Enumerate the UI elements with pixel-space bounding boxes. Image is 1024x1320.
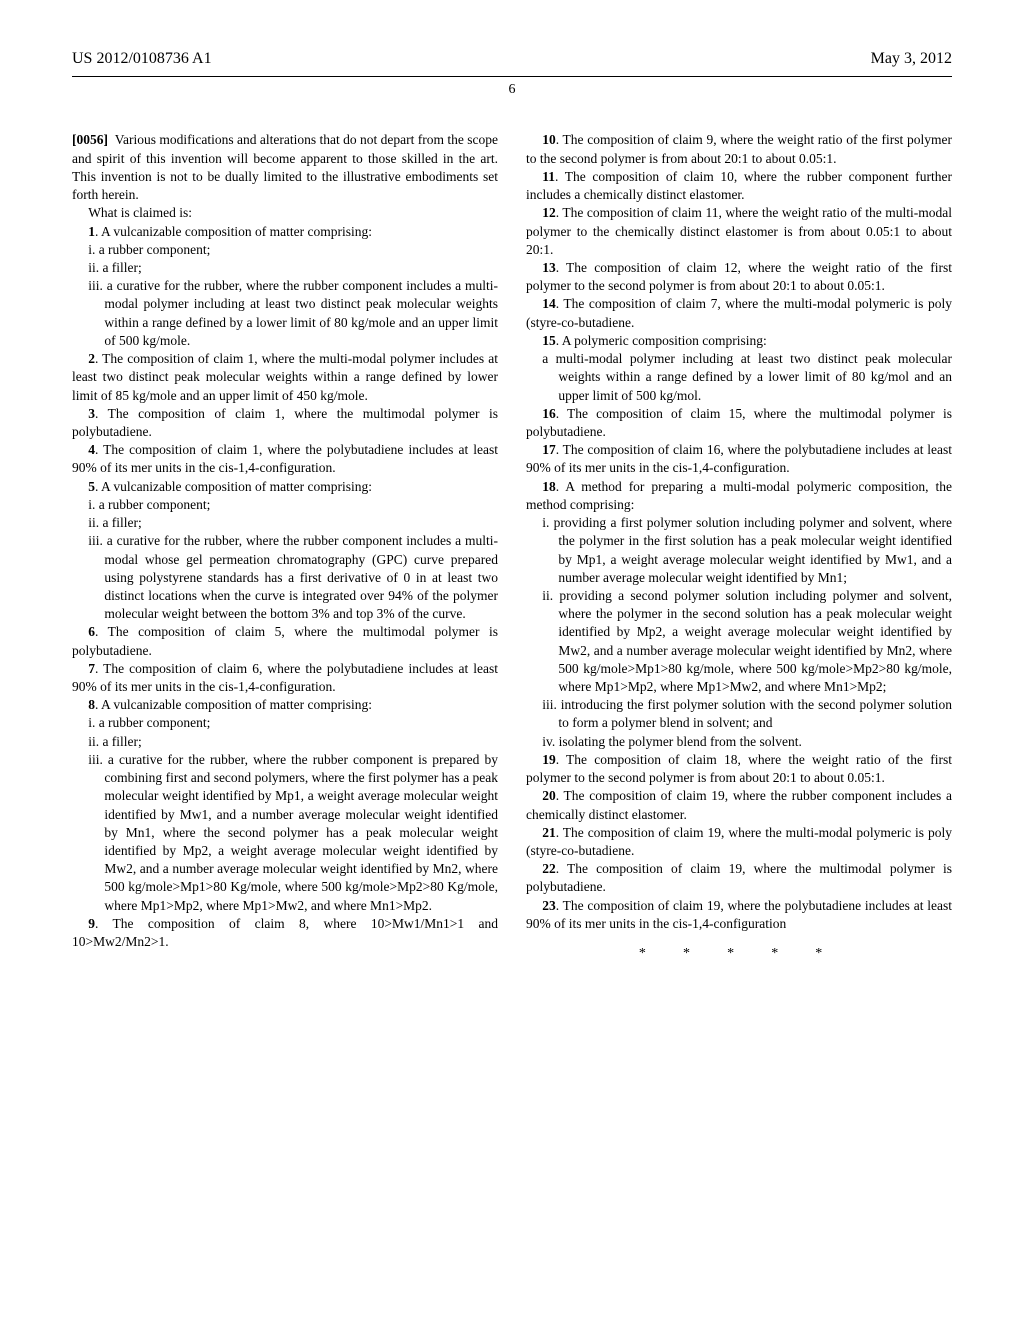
- claim-5-i: i. a rubber component;: [88, 496, 498, 514]
- claim-19: 19. The composition of claim 18, where t…: [526, 751, 952, 787]
- claim-text: . The composition of claim 1, where the …: [72, 351, 498, 402]
- claim-text: . A vulcanizable composition of matter c…: [95, 224, 372, 239]
- claim-3: 3. The composition of claim 1, where the…: [72, 405, 498, 441]
- claim-23: 23. The composition of claim 19, where t…: [526, 897, 952, 933]
- claim-number: 4: [88, 442, 95, 457]
- claim-20: 20. The composition of claim 19, where t…: [526, 787, 952, 823]
- claim-text: . A vulcanizable composition of matter c…: [95, 697, 372, 712]
- claim-number: 2: [88, 351, 95, 366]
- claim-1-iii: iii. a curative for the rubber, where th…: [104, 277, 498, 350]
- claim-8-ii: ii. a filler;: [88, 733, 498, 751]
- end-stars: * * * * *: [526, 945, 952, 964]
- claim-number: 6: [88, 624, 95, 639]
- claim-7: 7. The composition of claim 6, where the…: [72, 660, 498, 696]
- claim-15-body: a multi-modal polymer including at least…: [558, 350, 952, 405]
- claim-1-ii: ii. a filler;: [88, 259, 498, 277]
- claim-text: . The composition of claim 19, where the…: [526, 861, 952, 894]
- claim-text: . The composition of claim 19, where the…: [526, 788, 952, 821]
- claim-number: 15: [542, 333, 556, 348]
- claim-number: 9: [88, 916, 95, 931]
- claim-1-lead: 1. A vulcanizable composition of matter …: [72, 223, 498, 241]
- claim-text: . The composition of claim 11, where the…: [526, 205, 952, 256]
- claim-number: 20: [542, 788, 556, 803]
- body-columns: [0056] Various modifications and alterat…: [72, 131, 952, 964]
- page-number: 6: [72, 81, 952, 100]
- claim-18-ii: ii. providing a second polymer solution …: [558, 587, 952, 696]
- page-header: US 2012/0108736 A1 May 3, 2012: [72, 48, 952, 70]
- claim-number: 21: [542, 825, 556, 840]
- claim-18-lead: 18. A method for preparing a multi-modal…: [526, 478, 952, 514]
- claim-number: 8: [88, 697, 95, 712]
- claim-text: . The composition of claim 12, where the…: [526, 260, 952, 293]
- claim-text: . The composition of claim 18, where the…: [526, 752, 952, 785]
- claim-number: 10: [542, 132, 556, 147]
- claim-21: 21. The composition of claim 19, where t…: [526, 824, 952, 860]
- claim-number: 19: [542, 752, 556, 767]
- claim-number: 23: [542, 898, 556, 913]
- claim-12: 12. The composition of claim 11, where t…: [526, 204, 952, 259]
- claim-text: . The composition of claim 7, where the …: [526, 296, 952, 329]
- claim-number: 14: [542, 296, 556, 311]
- claim-number: 7: [88, 661, 95, 676]
- claim-number: 17: [542, 442, 556, 457]
- claim-number: 3: [88, 406, 95, 421]
- claim-11: 11. The composition of claim 10, where t…: [526, 168, 952, 204]
- claim-text: . The composition of claim 19, where the…: [526, 898, 952, 931]
- claim-10: 10. The composition of claim 9, where th…: [526, 131, 952, 167]
- claim-text: . A polymeric composition comprising:: [556, 333, 767, 348]
- claim-text: . The composition of claim 1, where the …: [72, 442, 498, 475]
- paragraph-0056: [0056] Various modifications and alterat…: [72, 131, 498, 204]
- publication-date: May 3, 2012: [871, 48, 952, 70]
- claim-number: 12: [542, 205, 556, 220]
- claim-text: . The composition of claim 16, where the…: [526, 442, 952, 475]
- claim-22: 22. The composition of claim 19, where t…: [526, 860, 952, 896]
- claim-text: . The composition of claim 10, where the…: [526, 169, 952, 202]
- claim-5-lead: 5. A vulcanizable composition of matter …: [72, 478, 498, 496]
- claim-number: 18: [542, 479, 556, 494]
- claim-1-i: i. a rubber component;: [88, 241, 498, 259]
- claim-text: . The composition of claim 15, where the…: [526, 406, 952, 439]
- claim-text: . The composition of claim 5, where the …: [72, 624, 498, 657]
- claim-18-i: i. providing a first polymer solution in…: [558, 514, 952, 587]
- claim-number: 11: [542, 169, 555, 184]
- claim-4: 4. The composition of claim 1, where the…: [72, 441, 498, 477]
- claim-number: 22: [542, 861, 556, 876]
- claim-5-ii: ii. a filler;: [88, 514, 498, 532]
- claim-number: 1: [88, 224, 95, 239]
- claim-13: 13. The composition of claim 12, where t…: [526, 259, 952, 295]
- claim-number: 16: [542, 406, 556, 421]
- claim-text: . The composition of claim 9, where the …: [526, 132, 952, 165]
- claim-text: . The composition of claim 8, where 10>M…: [72, 916, 498, 949]
- paragraph-text: Various modifications and alterations th…: [72, 132, 498, 202]
- claim-17: 17. The composition of claim 16, where t…: [526, 441, 952, 477]
- what-is-claimed: What is claimed is:: [72, 204, 498, 222]
- claim-number: 5: [88, 479, 95, 494]
- claim-text: . A method for preparing a multi-modal p…: [526, 479, 952, 512]
- publication-number: US 2012/0108736 A1: [72, 48, 212, 70]
- claim-number: 13: [542, 260, 556, 275]
- header-rule: [72, 76, 952, 77]
- claim-8-lead: 8. A vulcanizable composition of matter …: [72, 696, 498, 714]
- claim-8-iii: iii. a curative for the rubber, where th…: [104, 751, 498, 915]
- claim-18-iii: iii. introducing the first polymer solut…: [558, 696, 952, 732]
- claim-text: . The composition of claim 1, where the …: [72, 406, 498, 439]
- paragraph-number: [0056]: [72, 132, 108, 147]
- claim-16: 16. The composition of claim 15, where t…: [526, 405, 952, 441]
- claim-2: 2. The composition of claim 1, where the…: [72, 350, 498, 405]
- claim-8-i: i. a rubber component;: [88, 714, 498, 732]
- claim-6: 6. The composition of claim 5, where the…: [72, 623, 498, 659]
- claim-15-lead: 15. A polymeric composition comprising:: [526, 332, 952, 350]
- claim-5-iii: iii. a curative for the rubber, where th…: [104, 532, 498, 623]
- claim-text: . The composition of claim 6, where the …: [72, 661, 498, 694]
- page-container: US 2012/0108736 A1 May 3, 2012 6 [0056] …: [0, 0, 1024, 1320]
- claim-14: 14. The composition of claim 7, where th…: [526, 295, 952, 331]
- claim-18-iv: iv. isolating the polymer blend from the…: [558, 733, 952, 751]
- claim-text: . The composition of claim 19, where the…: [526, 825, 952, 858]
- claim-9: 9. The composition of claim 8, where 10>…: [72, 915, 498, 951]
- claim-text: . A vulcanizable composition of matter c…: [95, 479, 372, 494]
